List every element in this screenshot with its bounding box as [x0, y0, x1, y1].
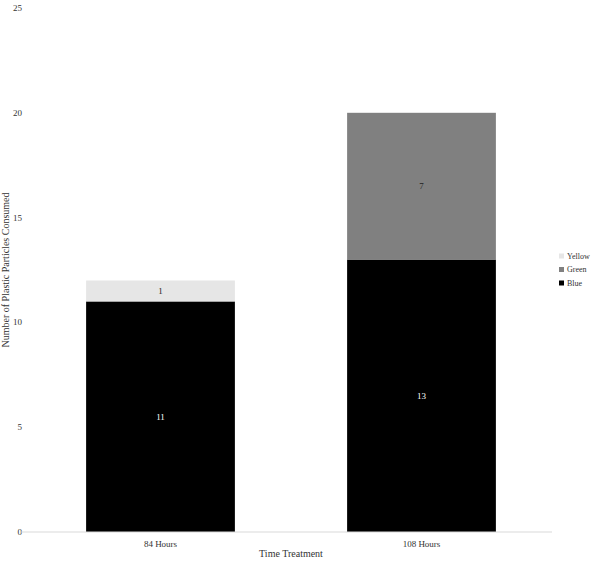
data-label: 13	[417, 391, 427, 401]
data-label: 11	[156, 412, 165, 422]
legend-label: Blue	[567, 279, 583, 288]
legend-swatch	[559, 254, 564, 259]
y-tick-label: 5	[18, 422, 23, 432]
y-tick-label: 15	[13, 213, 23, 223]
legend-label: Green	[567, 265, 587, 274]
chart-root: 051015202511113784 Hours108 HoursTime Tr…	[0, 0, 600, 563]
x-tick-label: 108 Hours	[403, 539, 441, 549]
legend-swatch	[559, 267, 564, 272]
data-label: 7	[419, 181, 424, 191]
y-tick-label: 20	[13, 108, 23, 118]
y-tick-label: 10	[13, 317, 23, 327]
bar-segment	[347, 260, 496, 532]
legend-label: Yellow	[567, 252, 590, 261]
bar-segment	[86, 301, 235, 532]
bar-segment	[86, 280, 235, 301]
x-tick-label: 84 Hours	[144, 539, 178, 549]
data-label: 1	[158, 286, 163, 296]
x-axis-title: Time Treatment	[259, 548, 323, 559]
legend-swatch	[559, 281, 564, 286]
legend: Yellow Green Blue	[559, 252, 590, 288]
bars	[86, 113, 496, 532]
chart-svg: 051015202511113784 Hours108 HoursTime Tr…	[0, 0, 600, 563]
y-axis-title: Number of Plastic Particles Consumed	[0, 193, 11, 348]
x-axis-line	[20, 532, 552, 533]
y-tick-label: 25	[13, 3, 23, 13]
bar-segment	[347, 113, 496, 260]
